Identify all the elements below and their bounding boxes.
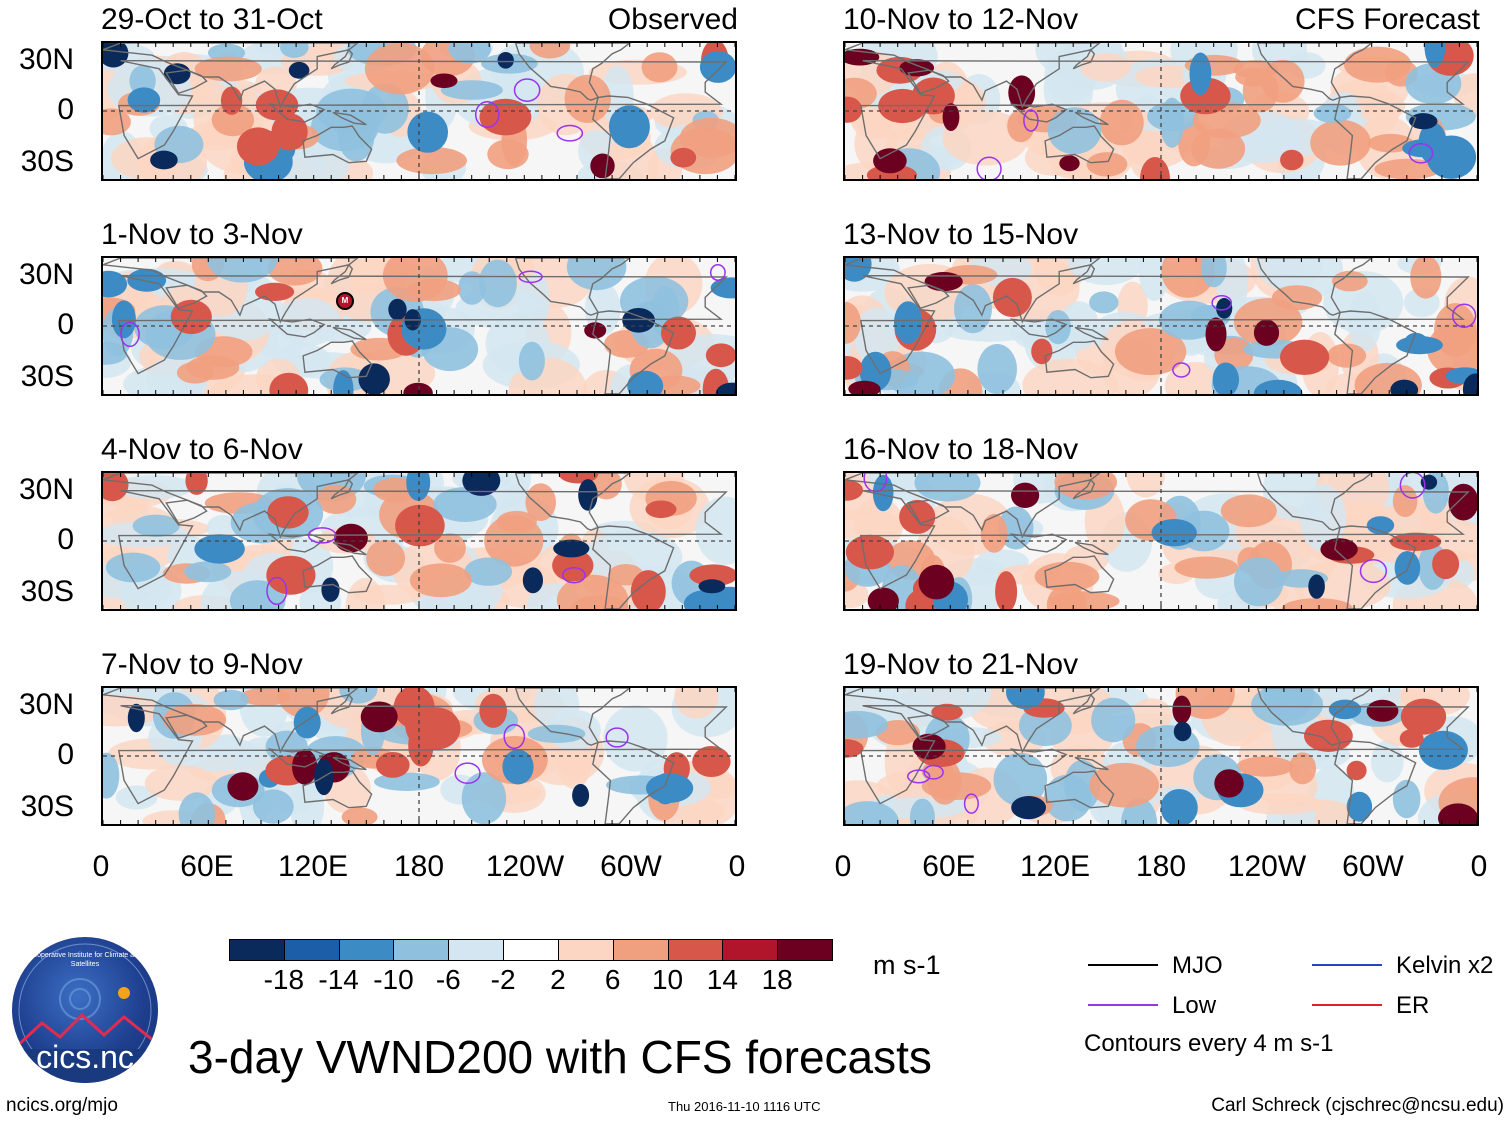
legend-label: ER <box>1396 992 1430 1019</box>
longitude-label: 0 <box>92 850 110 883</box>
latitude-label: 30N <box>18 43 74 76</box>
latitude-label: 30S <box>20 575 74 608</box>
colorbar-label: -14 <box>318 964 359 995</box>
longitude-label: 0 <box>834 850 852 883</box>
legend-line-er <box>1312 1004 1382 1006</box>
longitude-label: 60E <box>180 850 234 883</box>
latitude-label: 0 <box>57 523 74 556</box>
panel-title: 7-Nov to 9-Nov <box>101 648 303 681</box>
longitude-label: 60W <box>600 850 662 883</box>
legend-line-kelvin-x2 <box>1312 964 1382 966</box>
colorbar-label: -10 <box>373 964 414 995</box>
legend-line-mjo <box>1088 964 1158 966</box>
cics-logo: Cooperative Institute for Climate and Sa… <box>12 937 158 1083</box>
panel-title: 29-Oct to 31-Oct <box>101 3 323 36</box>
colorbar-swatch <box>667 939 724 961</box>
legend-label: MJO <box>1172 952 1223 979</box>
footer-right: Carl Schreck (cjschrec@ncsu.edu) <box>1211 1095 1504 1116</box>
colorbar-swatch <box>393 939 450 961</box>
latitude-label: 30N <box>18 473 74 506</box>
panel-title: 4-Nov to 6-Nov <box>101 433 303 466</box>
latitude-label: 30S <box>20 360 74 393</box>
colorbar-swatch <box>722 939 779 961</box>
colorbar-swatch <box>229 939 285 961</box>
vwnd-map-panel <box>101 256 737 396</box>
legend-line-low <box>1088 1004 1158 1006</box>
colorbar-label: 18 <box>761 964 793 995</box>
colorbar-swatch <box>612 939 669 961</box>
latitude-label: 30N <box>18 688 74 721</box>
latitude-label: 30S <box>20 145 74 178</box>
panel-title: 16-Nov to 18-Nov <box>843 433 1079 466</box>
longitude-label: 60W <box>1342 850 1404 883</box>
latitude-label: 30S <box>20 790 74 823</box>
forecast-label: CFS Forecast <box>1294 3 1480 36</box>
footer-left[interactable]: ncics.org/mjo <box>6 1095 118 1116</box>
vwnd-map-panel <box>101 41 737 181</box>
colorbar-units: m s-1 <box>873 950 941 980</box>
vwnd-map-panel <box>101 686 737 826</box>
latitude-label: 0 <box>57 738 74 771</box>
colorbar-label: 10 <box>651 964 684 995</box>
mjo-marker: M <box>336 292 354 310</box>
colorbar-label: 14 <box>706 964 738 995</box>
colorbar-label: 6 <box>604 964 621 995</box>
logo-ring-text: Cooperative Institute for Climate and Sa… <box>28 952 142 968</box>
longitude-label: 120E <box>277 850 349 883</box>
vwnd-map-panel <box>101 471 737 611</box>
latitude-label: 0 <box>57 308 74 341</box>
latitude-label: 0 <box>57 93 74 126</box>
longitude-label: 120W <box>485 850 565 883</box>
colorbar-label: -2 <box>490 964 516 995</box>
vwnd-map-panel <box>843 686 1479 826</box>
legend-label: Kelvin x2 <box>1396 952 1494 979</box>
longitude-label: 0 <box>728 850 746 883</box>
longitude-label: 120W <box>1227 850 1307 883</box>
panel-title: 10-Nov to 12-Nov <box>843 3 1079 36</box>
longitude-label: 0 <box>1470 850 1488 883</box>
observed-label: Observed <box>607 3 738 36</box>
logo-text: cics.nc <box>36 1039 134 1075</box>
colorbar-swatch <box>777 939 833 961</box>
contour-note: Contours every 4 m s-1 <box>1084 1030 1334 1057</box>
colorbar-swatch <box>503 939 559 961</box>
panel-title: 19-Nov to 21-Nov <box>843 648 1079 681</box>
colorbar-swatch <box>283 939 340 961</box>
footer-center: Thu 2016-11-10 1116 UTC <box>668 1099 821 1114</box>
vwnd-map-panel <box>843 471 1479 611</box>
latitude-label: 30N <box>18 258 74 291</box>
figure-title: 3-day VWND200 with CFS forecasts <box>188 1031 932 1083</box>
longitude-label: 60E <box>922 850 976 883</box>
vwnd-map-panel <box>843 41 1479 181</box>
legend-label: Low <box>1172 992 1217 1019</box>
panel-title: 1-Nov to 3-Nov <box>101 218 303 251</box>
colorbar-swatch <box>448 939 505 961</box>
panel-title: 13-Nov to 15-Nov <box>843 218 1079 251</box>
colorbar-swatch <box>338 939 395 961</box>
colorbar-label: 2 <box>550 964 566 995</box>
longitude-label: 120E <box>1019 850 1091 883</box>
colorbar-label: -18 <box>263 964 305 995</box>
colorbar-label: -6 <box>435 964 461 995</box>
vwnd-map-panel <box>843 256 1479 396</box>
longitude-label: 180 <box>1135 850 1187 883</box>
colorbar-swatch <box>557 939 614 961</box>
longitude-label: 180 <box>393 850 445 883</box>
